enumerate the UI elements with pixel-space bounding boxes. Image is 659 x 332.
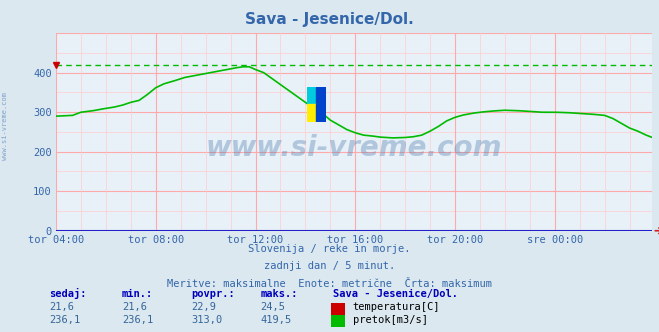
Text: Meritve: maksimalne  Enote: metrične  Črta: maksimum: Meritve: maksimalne Enote: metrične Črta…: [167, 279, 492, 289]
Text: Slovenija / reke in morje.: Slovenija / reke in morje.: [248, 244, 411, 254]
Text: Sava - Jesenice/Dol.: Sava - Jesenice/Dol.: [333, 290, 458, 299]
Text: maks.:: maks.:: [260, 290, 298, 299]
Text: Sava - Jesenice/Dol.: Sava - Jesenice/Dol.: [245, 12, 414, 27]
Text: www.si-vreme.com: www.si-vreme.com: [206, 134, 502, 162]
Text: www.si-vreme.com: www.si-vreme.com: [2, 92, 9, 160]
Text: 236,1: 236,1: [122, 315, 153, 325]
Bar: [316, 104, 326, 122]
Text: min.:: min.:: [122, 290, 153, 299]
Text: 24,5: 24,5: [260, 302, 285, 312]
Text: temperatura[C]: temperatura[C]: [353, 302, 440, 312]
Text: 236,1: 236,1: [49, 315, 80, 325]
Text: 21,6: 21,6: [49, 302, 74, 312]
Text: 22,9: 22,9: [191, 302, 216, 312]
Bar: [306, 104, 316, 122]
Text: sedaj:: sedaj:: [49, 289, 87, 299]
Text: pretok[m3/s]: pretok[m3/s]: [353, 315, 428, 325]
Text: 419,5: 419,5: [260, 315, 291, 325]
Bar: [306, 87, 316, 104]
Text: zadnji dan / 5 minut.: zadnji dan / 5 minut.: [264, 261, 395, 271]
Text: 21,6: 21,6: [122, 302, 147, 312]
Text: 313,0: 313,0: [191, 315, 222, 325]
Bar: [316, 87, 326, 104]
Text: povpr.:: povpr.:: [191, 290, 235, 299]
